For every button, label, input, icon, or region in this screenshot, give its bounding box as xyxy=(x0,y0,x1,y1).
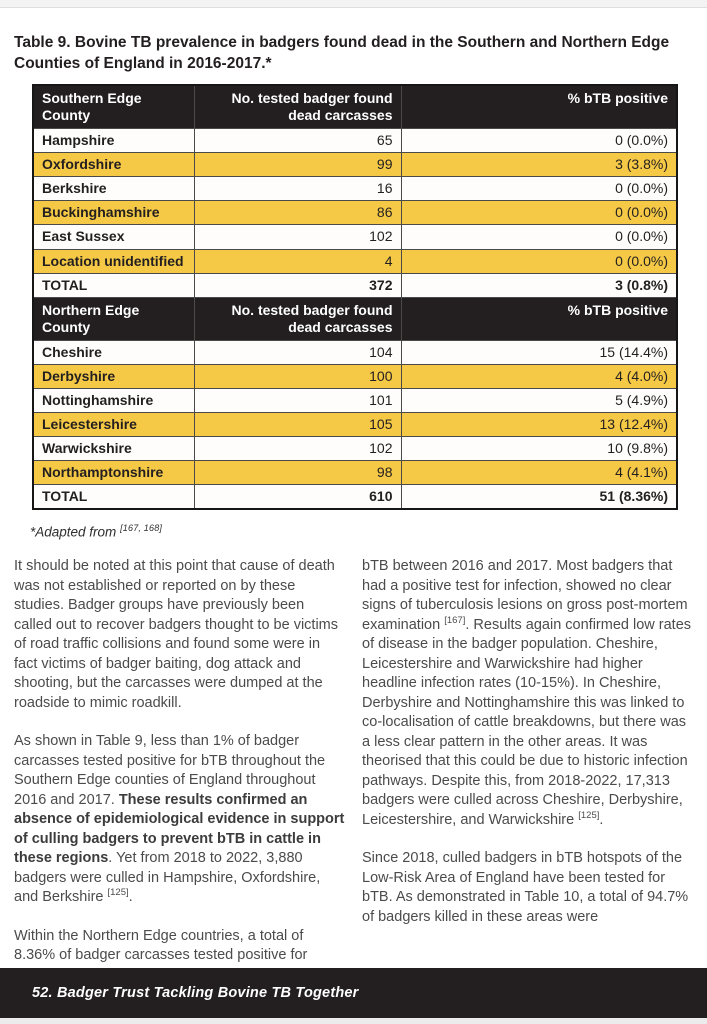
county-cell: Berkshire xyxy=(32,176,195,202)
citation-reference: [167] xyxy=(444,614,466,626)
county-cell: Location unidentified xyxy=(32,248,195,274)
page-footer: 52. Badger Trust Tackling Bovine TB Toge… xyxy=(0,968,707,1018)
prevalence-table-container: Southern Edge County No. tested badger f… xyxy=(32,84,678,511)
tested-cell: 101 xyxy=(193,388,402,414)
paragraph-text: As shown in Table 9, less than 1% of bad… xyxy=(14,733,326,808)
positive-cell: 0 (0.0%) xyxy=(400,128,678,154)
bottom-edge-strip xyxy=(0,1018,707,1024)
table-row: Warwickshire 102 10 (9.8%) xyxy=(32,436,678,462)
positive-cell: 4 (4.0%) xyxy=(400,363,678,390)
county-cell: Derbyshire xyxy=(32,363,195,390)
tested-cell: 105 xyxy=(193,412,402,438)
citation-reference: [125] xyxy=(578,809,600,821)
total-tested-cell: 610 xyxy=(193,484,402,510)
paragraph-text: . xyxy=(128,889,133,905)
footnote-text: *Adapted from xyxy=(30,524,117,540)
table-row: Hampshire 65 0 (0.0%) xyxy=(32,128,678,154)
county-cell: Hampshire xyxy=(32,128,195,154)
positive-cell: 3 (3.8%) xyxy=(400,152,678,178)
county-cell: Oxfordshire xyxy=(32,152,195,178)
tested-cell: 100 xyxy=(193,363,402,390)
paragraph: Within the Northern Edge countries, a to… xyxy=(14,927,308,964)
right-column: bTB between 2016 and 2017. Most badgers … xyxy=(362,557,697,985)
paragraph-text: . xyxy=(599,811,604,828)
county-cell: Leicestershire xyxy=(32,412,195,438)
column-header: % bTB positive xyxy=(400,296,678,341)
tested-cell: 99 xyxy=(193,152,402,178)
paragraph-text: . Yet from 2018 to 2022, 3,880 badgers w… xyxy=(14,850,321,905)
county-cell: Buckinghamshire xyxy=(32,200,195,226)
tested-cell: 104 xyxy=(193,339,402,365)
tested-cell: 86 xyxy=(193,200,402,226)
citation-reference: [125] xyxy=(107,887,129,899)
total-positive-cell: 51 (8.36%) xyxy=(400,484,678,510)
table-row: Nottinghamshire 101 5 (4.9%) xyxy=(32,388,678,414)
county-cell: Warwickshire xyxy=(32,436,195,462)
paragraph: bTB between 2016 and 2017. Most badgers … xyxy=(362,557,697,830)
tested-cell: 98 xyxy=(193,460,402,486)
table-footnote: *Adapted from [167, 168] xyxy=(30,523,162,540)
tested-cell: 65 xyxy=(193,128,402,154)
positive-cell: 15 (14.4%) xyxy=(400,339,678,365)
positive-cell: 0 (0.0%) xyxy=(400,176,678,202)
paragraph: As shown in Table 9, less than 1% of bad… xyxy=(14,732,346,908)
positive-cell: 0 (0.0%) xyxy=(400,224,678,250)
table-caption: Table 9. Bovine TB prevalence in badgers… xyxy=(14,34,670,73)
positive-cell: 10 (9.8%) xyxy=(400,436,678,462)
table-row: Oxfordshire 99 3 (3.8%) xyxy=(32,152,678,178)
tested-cell: 102 xyxy=(193,436,402,462)
county-cell: Cheshire xyxy=(32,339,195,365)
southern-header-row: Southern Edge County No. tested badger f… xyxy=(32,84,678,130)
column-header: Northern Edge County xyxy=(32,296,195,341)
tested-cell: 4 xyxy=(193,248,402,274)
positive-cell: 5 (4.9%) xyxy=(400,388,678,414)
paragraph: Since 2018, culled badgers in bTB hotspo… xyxy=(362,850,689,925)
county-cell: Northamptonshire xyxy=(32,460,195,486)
positive-cell: 4 (4.1%) xyxy=(400,460,678,486)
table-row: Derbyshire 100 4 (4.0%) xyxy=(32,363,678,390)
top-edge-strip xyxy=(0,0,707,8)
paragraph-text: . Results again confirmed low rates of d… xyxy=(362,616,692,828)
paragraph-text: bTB between 2016 and 2017. Most badgers … xyxy=(362,558,688,633)
positive-cell: 0 (0.0%) xyxy=(400,200,678,226)
table-row: Buckinghamshire 86 0 (0.0%) xyxy=(32,200,678,226)
table-row: Cheshire 104 15 (14.4%) xyxy=(32,339,678,365)
table-row: Northamptonshire 98 4 (4.1%) xyxy=(32,460,678,486)
table-row: Location unidentified 4 0 (0.0%) xyxy=(32,248,678,274)
positive-cell: 0 (0.0%) xyxy=(400,248,678,274)
tested-cell: 102 xyxy=(193,224,402,250)
positive-cell: 13 (12.4%) xyxy=(400,412,678,438)
left-column: It should be noted at this point that ca… xyxy=(14,557,346,985)
county-cell: Nottinghamshire xyxy=(32,388,195,414)
total-positive-cell: 3 (0.8%) xyxy=(400,272,678,298)
table-row: Leicestershire 105 13 (12.4%) xyxy=(32,412,678,438)
county-cell: East Sussex xyxy=(32,224,195,250)
total-label-cell: TOTAL xyxy=(32,484,195,510)
body-text-columns: It should be noted at this point that ca… xyxy=(14,557,697,985)
column-header: No. tested badger found dead carcasses xyxy=(193,296,402,341)
table-row: Berkshire 16 0 (0.0%) xyxy=(32,176,678,202)
column-header: No. tested badger found dead carcasses xyxy=(193,84,402,130)
footer-page-label: 52. Badger Trust Tackling Bovine TB Toge… xyxy=(32,985,359,1001)
prevalence-table: Southern Edge County No. tested badger f… xyxy=(32,84,678,511)
tested-cell: 16 xyxy=(193,176,402,202)
paragraph: It should be noted at this point that ca… xyxy=(14,558,339,711)
southern-total-row: TOTAL 372 3 (0.8%) xyxy=(32,272,678,298)
northern-total-row: TOTAL 610 51 (8.36%) xyxy=(32,484,678,510)
table-row: East Sussex 102 0 (0.0%) xyxy=(32,224,678,250)
bold-emphasis-text: These results confirmed an absence of ep… xyxy=(14,791,345,867)
column-header: Southern Edge County xyxy=(32,84,195,130)
column-header: % bTB positive xyxy=(400,84,678,130)
total-tested-cell: 372 xyxy=(193,272,402,298)
northern-header-row: Northern Edge County No. tested badger f… xyxy=(32,296,678,341)
footnote-reference: [167, 168] xyxy=(120,523,163,533)
total-label-cell: TOTAL xyxy=(32,272,195,298)
